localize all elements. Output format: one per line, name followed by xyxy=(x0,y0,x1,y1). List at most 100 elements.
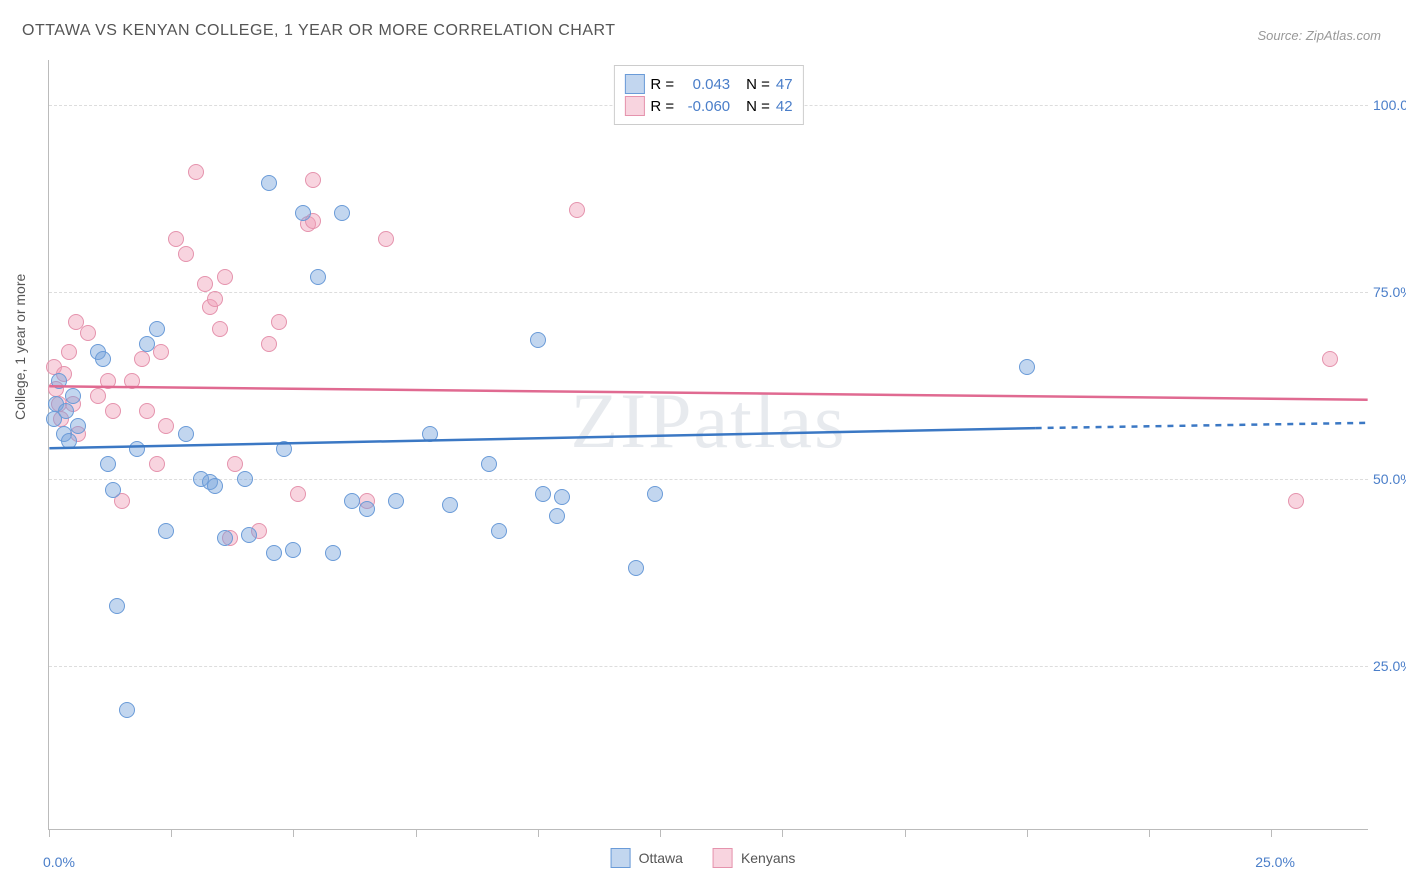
trend-line xyxy=(49,428,1035,448)
data-point xyxy=(58,403,74,419)
plot-area: ZIPatlas R = 0.043 N = 47 R = -0.060 N =… xyxy=(48,60,1368,830)
y-tick-label: 100.0% xyxy=(1373,97,1406,113)
x-tick xyxy=(49,829,50,837)
data-point xyxy=(237,471,253,487)
data-point xyxy=(334,205,350,221)
data-point xyxy=(481,456,497,472)
data-point xyxy=(378,231,394,247)
x-tick xyxy=(905,829,906,837)
y-tick-label: 25.0% xyxy=(1373,658,1406,674)
data-point xyxy=(261,175,277,191)
data-point xyxy=(158,523,174,539)
data-point xyxy=(51,373,67,389)
data-point xyxy=(90,388,106,404)
data-point xyxy=(647,486,663,502)
source-attribution: Source: ZipAtlas.com xyxy=(1257,28,1381,43)
data-point xyxy=(227,456,243,472)
y-tick-label: 75.0% xyxy=(1373,284,1406,300)
r-value: -0.060 xyxy=(680,98,730,115)
data-point xyxy=(178,426,194,442)
legend-label: Kenyans xyxy=(741,850,795,866)
data-point xyxy=(628,560,644,576)
legend-label: Ottawa xyxy=(639,850,683,866)
data-point xyxy=(310,269,326,285)
data-point xyxy=(305,172,321,188)
data-point xyxy=(266,545,282,561)
data-point xyxy=(359,501,375,517)
data-point xyxy=(153,344,169,360)
x-tick xyxy=(782,829,783,837)
data-point xyxy=(491,523,507,539)
data-point xyxy=(139,403,155,419)
data-point xyxy=(168,231,184,247)
legend-row: R = -0.060 N = 42 xyxy=(624,96,792,116)
data-point xyxy=(129,441,145,457)
trend-line xyxy=(1036,423,1368,428)
series-legend: Ottawa Kenyans xyxy=(611,848,796,868)
x-tick xyxy=(1027,829,1028,837)
data-point xyxy=(178,246,194,262)
data-point xyxy=(197,276,213,292)
x-tick xyxy=(538,829,539,837)
data-point xyxy=(105,403,121,419)
data-point xyxy=(70,418,86,434)
data-point xyxy=(285,542,301,558)
correlation-legend: R = 0.043 N = 47 R = -0.060 N = 42 xyxy=(613,65,803,125)
data-point xyxy=(217,530,233,546)
data-point xyxy=(124,373,140,389)
data-point xyxy=(80,325,96,341)
data-point xyxy=(261,336,277,352)
gridline xyxy=(49,292,1368,293)
legend-swatch-icon xyxy=(611,848,631,868)
r-value: 0.043 xyxy=(680,76,730,93)
data-point xyxy=(554,489,570,505)
x-axis-label-min: 0.0% xyxy=(43,854,75,870)
data-point xyxy=(105,482,121,498)
data-point xyxy=(65,388,81,404)
data-point xyxy=(549,508,565,524)
data-point xyxy=(100,373,116,389)
n-value: 42 xyxy=(776,98,793,115)
data-point xyxy=(100,456,116,472)
data-point xyxy=(290,486,306,502)
x-tick xyxy=(1271,829,1272,837)
chart-title: OTTAWA VS KENYAN COLLEGE, 1 YEAR OR MORE… xyxy=(22,22,616,40)
data-point xyxy=(569,202,585,218)
data-point xyxy=(1288,493,1304,509)
data-point xyxy=(139,336,155,352)
data-point xyxy=(134,351,150,367)
x-axis-label-max: 25.0% xyxy=(1255,854,1295,870)
data-point xyxy=(276,441,292,457)
data-point xyxy=(61,433,77,449)
legend-item: Ottawa xyxy=(611,848,683,868)
x-tick xyxy=(293,829,294,837)
data-point xyxy=(119,702,135,718)
data-point xyxy=(188,164,204,180)
y-tick-label: 50.0% xyxy=(1373,471,1406,487)
r-label: R = xyxy=(650,76,674,93)
legend-swatch-icon xyxy=(624,74,644,94)
data-point xyxy=(61,344,77,360)
legend-swatch-icon xyxy=(624,96,644,116)
data-point xyxy=(530,332,546,348)
data-point xyxy=(217,269,233,285)
y-axis-title: College, 1 year or more xyxy=(12,274,28,420)
data-point xyxy=(207,478,223,494)
data-point xyxy=(325,545,341,561)
x-tick xyxy=(416,829,417,837)
n-label: N = xyxy=(746,98,770,115)
data-point xyxy=(1322,351,1338,367)
legend-row: R = 0.043 N = 47 xyxy=(624,74,792,94)
data-point xyxy=(158,418,174,434)
x-tick xyxy=(1149,829,1150,837)
data-point xyxy=(388,493,404,509)
data-point xyxy=(295,205,311,221)
data-point xyxy=(535,486,551,502)
data-point xyxy=(1019,359,1035,375)
data-point xyxy=(207,291,223,307)
data-point xyxy=(271,314,287,330)
data-point xyxy=(149,456,165,472)
data-point xyxy=(442,497,458,513)
data-point xyxy=(149,321,165,337)
legend-swatch-icon xyxy=(713,848,733,868)
